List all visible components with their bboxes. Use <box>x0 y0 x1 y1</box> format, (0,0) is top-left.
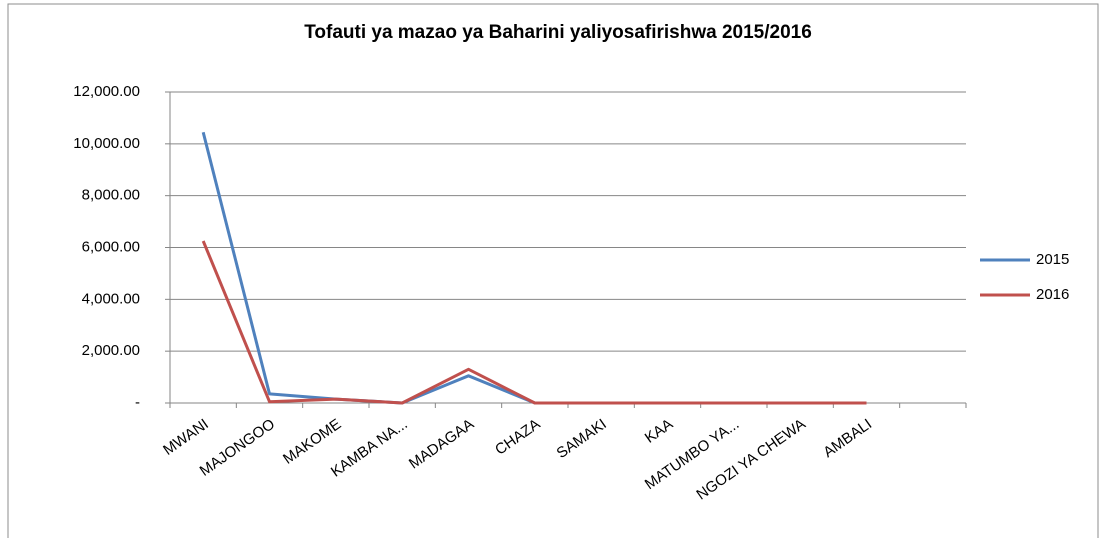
legend-label: 2015 <box>1036 251 1069 268</box>
x-tick-label: NGOZI YA CHEWA <box>693 416 808 504</box>
x-tick-label: KAA <box>642 416 676 447</box>
x-tick-label: MAJONGOO <box>197 416 278 480</box>
x-tick-label: SAMAKI <box>554 416 610 462</box>
y-tick-label: - <box>135 394 140 411</box>
x-tick-label: CHAZA <box>492 416 543 459</box>
chart-border <box>7 3 1099 538</box>
legend-label: 2016 <box>1036 286 1069 303</box>
x-tick-label: MADAGAA <box>406 416 477 473</box>
y-tick-label: 12,000.00 <box>73 83 140 100</box>
y-tick-label: 10,000.00 <box>73 135 140 152</box>
series-line <box>201 240 867 405</box>
chart-title: Tofauti ya mazao ya Baharini yaliyosafir… <box>304 22 812 43</box>
y-tick-label: 4,000.00 <box>82 290 140 307</box>
series-line <box>201 131 867 405</box>
y-tick-label: 8,000.00 <box>82 187 140 204</box>
y-tick-label: 6,000.00 <box>82 238 140 255</box>
x-tick-label: MAKOME <box>280 416 344 468</box>
x-tick-label: MWANI <box>160 416 212 459</box>
y-tick-label: 2,000.00 <box>82 342 140 359</box>
x-tick-label: AMBALI <box>820 416 875 461</box>
